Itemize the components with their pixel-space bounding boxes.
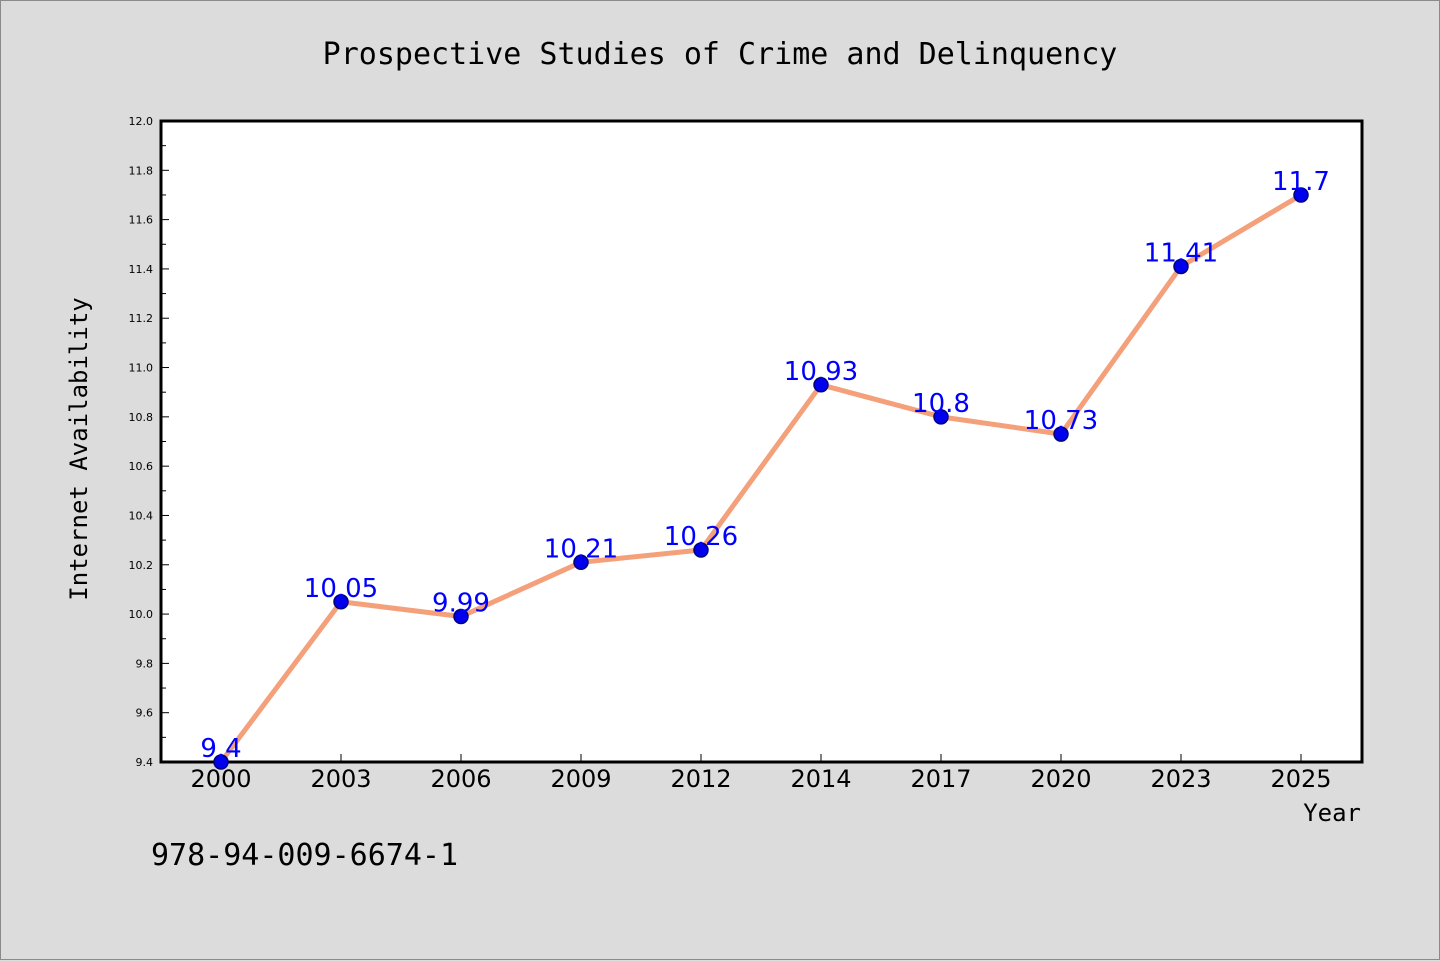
data-point [213, 754, 229, 770]
data-point [573, 554, 589, 571]
y-tick-label: 11.0 [129, 362, 154, 375]
x-tick-label: 2025 [1270, 765, 1331, 793]
data-point [933, 409, 949, 425]
x-axis: 2000 2003 2006 2009 2012 2014 2017 2020 2023 2025 [190, 754, 1332, 793]
chart-title: Prospective Studies of Crime and Delinqu… [323, 37, 1118, 72]
series-layer: 9.4 10.05 9.99 10.21 10.26 10.93 10.8 10.73 11.4… [200, 167, 1330, 770]
x-tick-label: 2006 [430, 765, 491, 793]
data-point [333, 594, 349, 610]
x-axis-label: Year [1303, 799, 1361, 827]
data-label: 11.7 [1272, 167, 1330, 197]
y-tick-label: 10.4 [129, 509, 154, 522]
series-line [218, 192, 1304, 765]
y-tick-label: 10.2 [129, 559, 154, 572]
y-tick-label: 9.4 [136, 756, 154, 769]
data-point [1293, 187, 1309, 203]
data-label: 10.93 [784, 357, 858, 387]
data-label: 10.05 [304, 574, 378, 604]
x-tick-label: 2003 [310, 765, 371, 793]
y-tick-label: 9.6 [136, 707, 154, 720]
y-axis-label: Internet Availability [65, 297, 93, 600]
data-label: 9.99 [432, 589, 490, 619]
x-tick-label: 2012 [670, 765, 731, 793]
data-point [1053, 426, 1069, 442]
data-point [693, 542, 709, 558]
data-point [1173, 258, 1189, 275]
y-axis: 9.4 9.6 9.8 10.0 10.2 10.4 10.6 10.8 11.0 11.2 11.… [129, 115, 169, 769]
y-tick-label: 10.0 [129, 608, 154, 621]
y-tick-label: 12.0 [129, 115, 154, 128]
plot-area [159, 119, 1364, 764]
y-tick-label: 11.6 [129, 214, 154, 227]
footnote: 978-94-009-6674-1 [151, 838, 458, 873]
data-label: 10.8 [912, 389, 970, 419]
data-label: 9.4 [200, 734, 241, 764]
data-label: 10.21 [544, 534, 618, 564]
data-label: 10.73 [1024, 406, 1098, 436]
y-tick-label: 9.8 [136, 657, 154, 670]
x-tick-label: 2020 [1030, 765, 1091, 793]
y-tick-label: 11.4 [129, 263, 154, 276]
y-tick-label: 11.8 [129, 164, 154, 177]
data-point [813, 377, 829, 393]
x-tick-label: 2014 [790, 765, 851, 793]
data-label: 11.41 [1144, 238, 1218, 268]
data-label: 10.26 [664, 522, 738, 552]
y-tick-label: 11.2 [129, 312, 154, 325]
y-tick-label: 10.6 [129, 460, 154, 473]
x-tick-label: 2017 [910, 765, 971, 793]
y-tick-label: 10.8 [129, 411, 154, 424]
x-tick-label: 2009 [550, 765, 611, 793]
data-point [453, 608, 469, 625]
x-tick-label: 2023 [1150, 765, 1211, 793]
